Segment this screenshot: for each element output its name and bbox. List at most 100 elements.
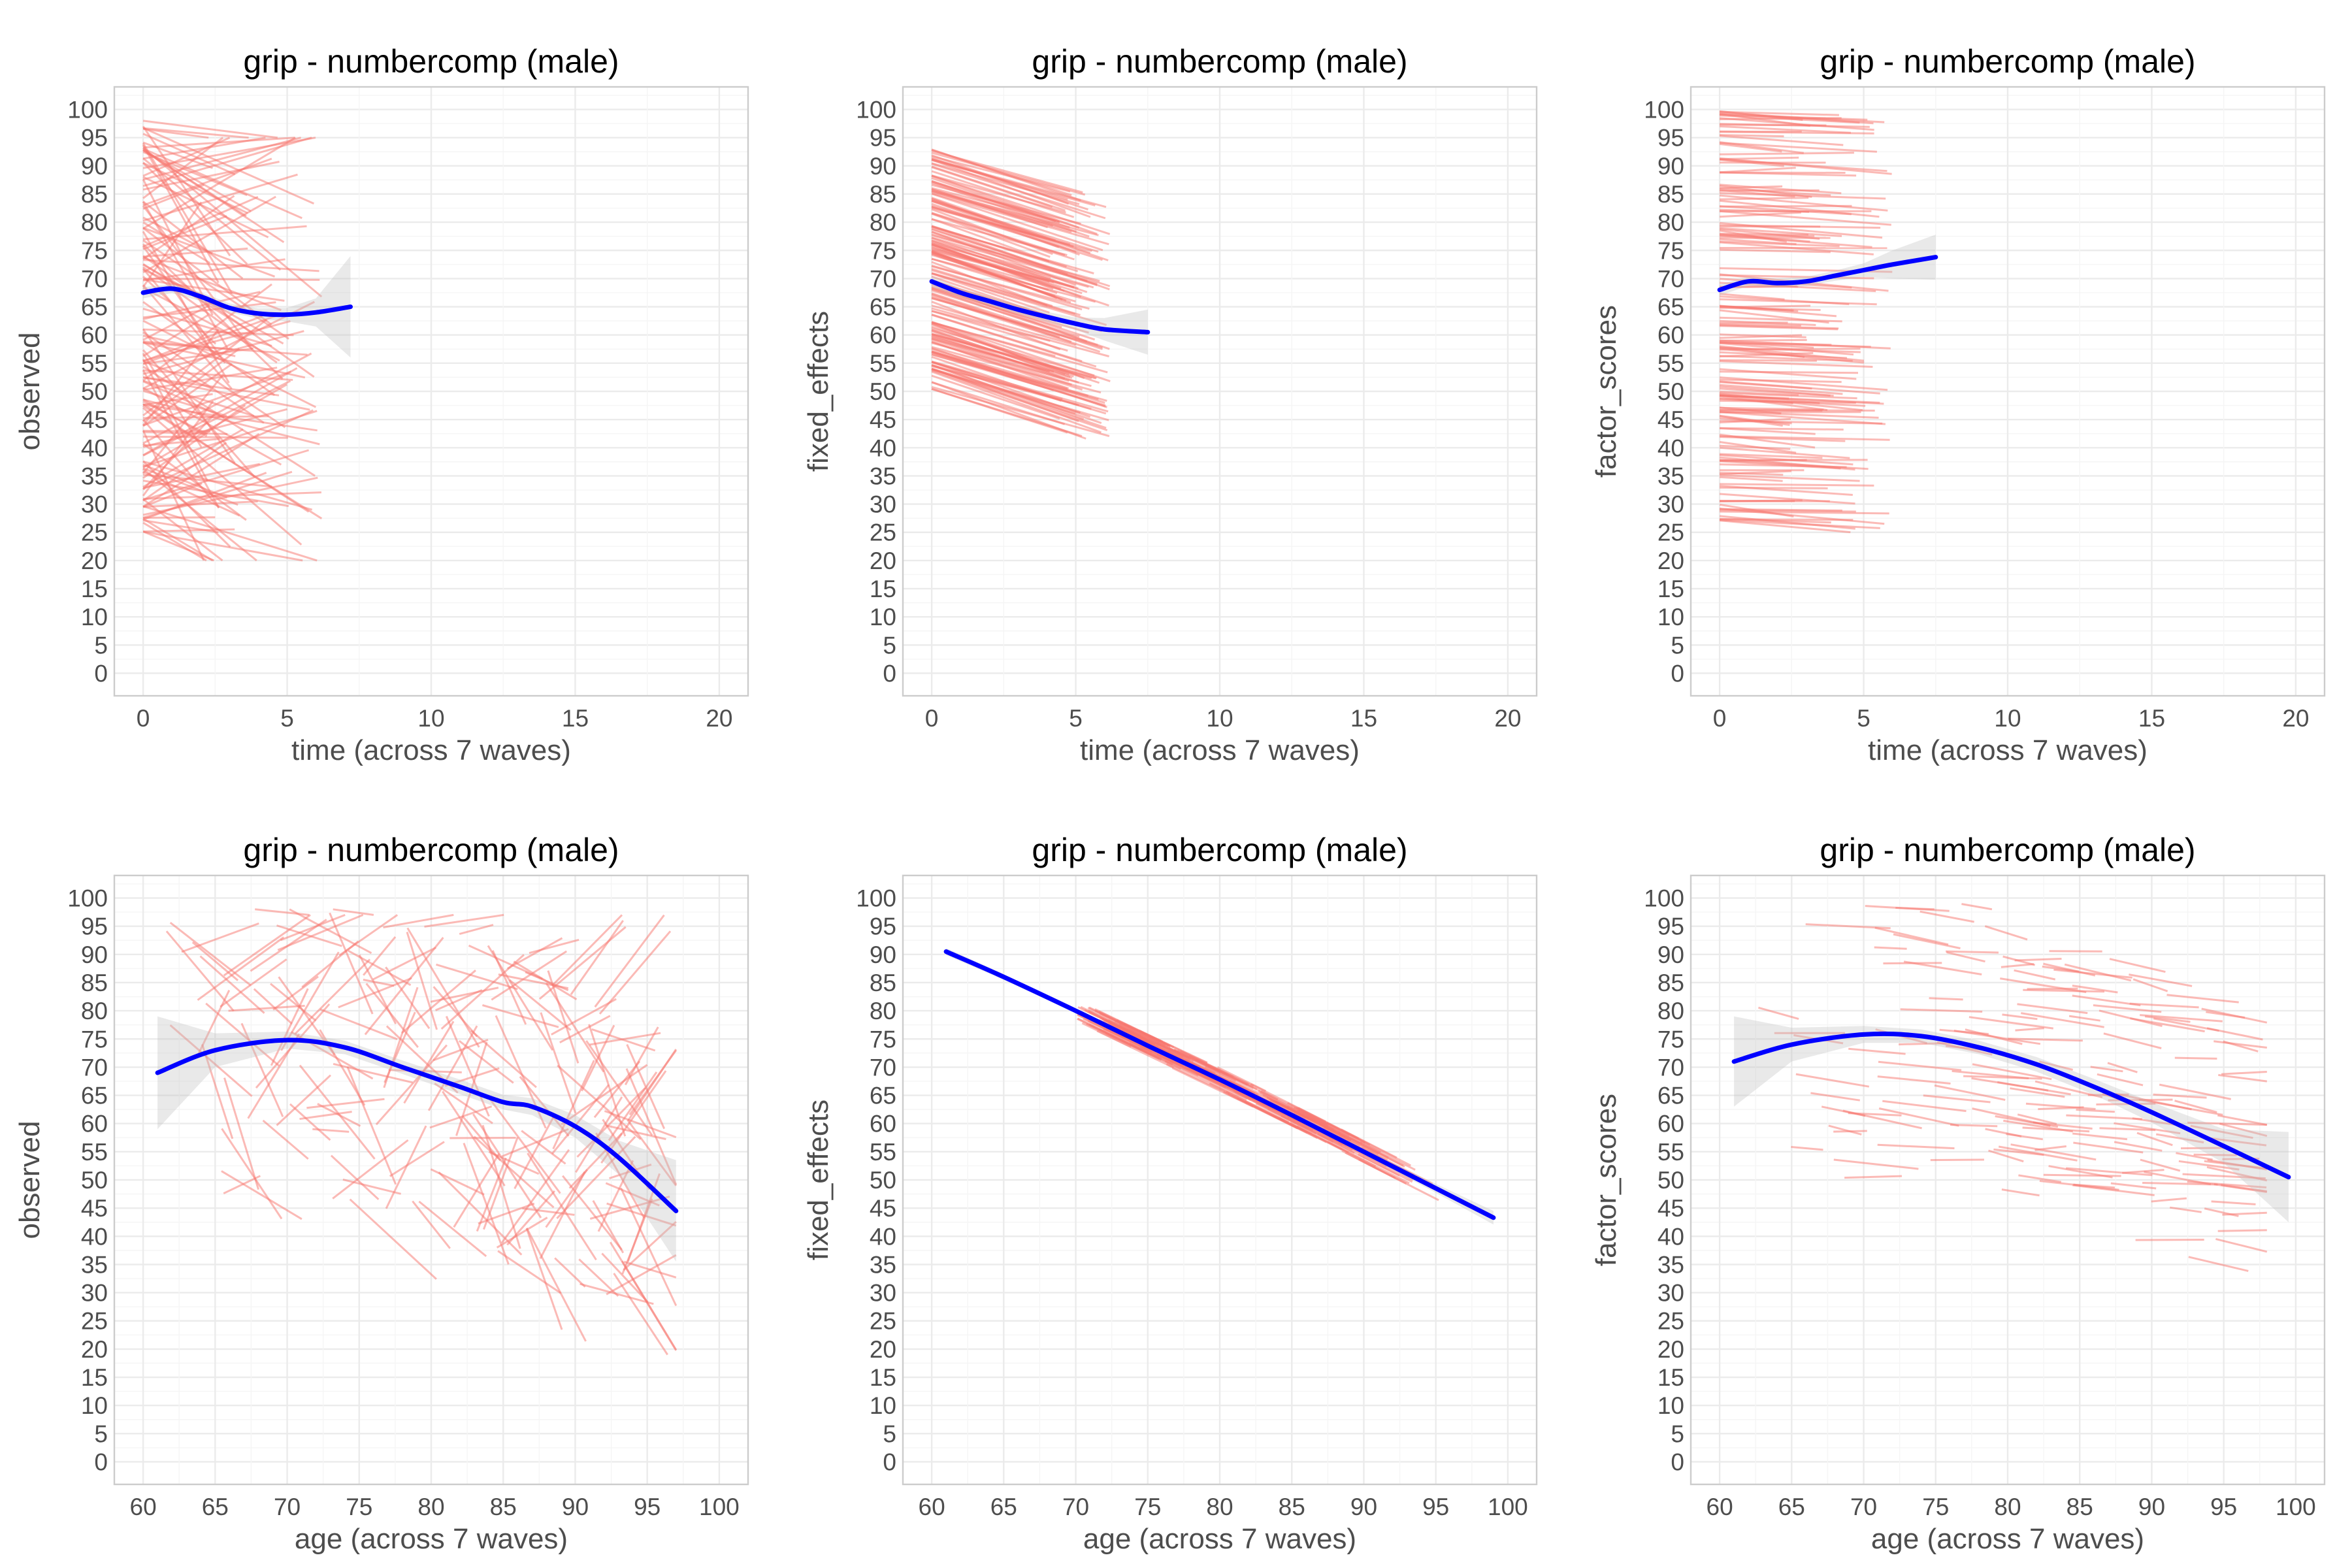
trajectory-line — [1720, 282, 1876, 293]
trajectory-line — [2015, 1027, 2044, 1032]
y-tick-label: 80 — [870, 998, 896, 1024]
y-tick-label: 35 — [81, 463, 108, 489]
y-tick-label: 50 — [1658, 1167, 1684, 1194]
trajectory-line — [1844, 1175, 1903, 1179]
y-tick-label: 85 — [1658, 970, 1684, 996]
trajectory-line — [142, 460, 313, 511]
trajectory-line — [1720, 298, 1877, 306]
y-tick-label: 60 — [870, 1111, 896, 1137]
y-tick-label: 60 — [1658, 1111, 1684, 1137]
trajectory-line — [600, 1070, 667, 1164]
trajectory-line — [142, 498, 223, 562]
x-tick-label: 75 — [346, 1494, 372, 1520]
trajectory-line — [142, 367, 278, 391]
trajectory-line — [2064, 963, 2132, 982]
trajectory-line — [540, 1012, 577, 1114]
trajectory-line — [2072, 1184, 2155, 1196]
y-tick-label: 40 — [1658, 434, 1684, 461]
smooth-line — [155, 1037, 679, 1213]
y-axis-title: fixed_effects — [802, 311, 834, 472]
trajectory-line — [1720, 409, 1823, 412]
trajectory-line — [142, 162, 248, 265]
trajectory-line — [2114, 1141, 2163, 1152]
trajectory-line — [1821, 1105, 1866, 1117]
trajectory-line — [1961, 903, 1993, 911]
trajectory-line — [253, 988, 293, 1025]
trajectory-line — [931, 208, 1053, 255]
trajectory-line — [552, 1060, 595, 1150]
trajectory-line — [1719, 368, 1857, 380]
trajectory-line — [142, 521, 207, 562]
trajectory-line — [2129, 1002, 2199, 1009]
trajectory-line — [1923, 1094, 1991, 1103]
trajectory-line — [1719, 293, 1785, 301]
trajectory-line — [375, 1044, 448, 1126]
y-tick-label: 40 — [81, 434, 108, 461]
trajectory-line — [1720, 395, 1880, 404]
y-tick-label: 5 — [883, 632, 896, 659]
trajectory-line — [931, 159, 1096, 206]
trajectory-line — [142, 201, 229, 349]
trajectory-line — [2073, 1183, 2115, 1189]
trajectory-line — [2178, 1160, 2240, 1171]
trajectory-line — [142, 221, 211, 264]
trajectory-line — [255, 1003, 331, 1089]
y-tick-label: 55 — [1658, 1139, 1684, 1166]
trajectory-line — [598, 930, 672, 1015]
y-tick-label: 35 — [81, 1251, 108, 1278]
y-tick-label: 95 — [81, 913, 108, 940]
trajectory-line — [2219, 1122, 2268, 1137]
trajectory-line — [142, 369, 220, 509]
trajectory-line — [931, 287, 1110, 350]
y-axis-title: observed — [14, 1120, 46, 1239]
trajectory-line — [142, 319, 268, 417]
trajectory-line — [142, 331, 286, 429]
trajectory-line — [931, 197, 1077, 253]
trajectory-line — [438, 1171, 523, 1256]
trajectory-line — [559, 1015, 611, 1044]
trajectory-line — [497, 1250, 562, 1294]
trajectory-line — [142, 329, 220, 427]
trajectory-line — [142, 335, 236, 357]
trajectory-line — [621, 1260, 678, 1350]
trajectory-line — [2072, 1132, 2128, 1141]
trajectory-line — [1177, 1049, 1249, 1086]
trajectory-line — [491, 950, 527, 1025]
trajectory-line — [2223, 1040, 2259, 1053]
trajectory-line — [406, 932, 438, 1030]
trajectory-line — [2090, 1066, 2123, 1073]
trajectory-line — [2025, 1102, 2096, 1110]
x-tick-label: 75 — [1134, 1494, 1161, 1520]
x-tick-label: 20 — [2282, 705, 2309, 732]
y-tick-label: 0 — [94, 1448, 108, 1475]
x-tick-label: 60 — [130, 1494, 157, 1520]
trajectory-line — [142, 414, 216, 491]
x-axis-title: age (across 7 waves) — [295, 1523, 568, 1555]
panel-2: 0510152025303540455055606570758085909510… — [802, 43, 1538, 766]
trajectory-line — [1171, 1053, 1218, 1077]
trajectory-line — [142, 157, 282, 271]
x-axis-title: age (across 7 waves) — [1871, 1523, 2144, 1555]
y-tick-label: 75 — [81, 237, 108, 264]
y-tick-label: 100 — [1644, 97, 1684, 123]
trajectory-line — [1719, 241, 1874, 255]
trajectory-line — [1720, 474, 1860, 482]
trajectory-line — [625, 1068, 678, 1185]
trajectory-line — [142, 286, 280, 362]
trajectory-line — [931, 225, 1110, 291]
trajectory-line — [931, 304, 1076, 346]
trajectory-line — [519, 1075, 570, 1137]
trajectory-line — [142, 464, 228, 498]
y-tick-label: 45 — [870, 1195, 896, 1222]
trajectory-line — [1720, 486, 1828, 489]
y-tick-label: 15 — [81, 576, 108, 602]
trajectory-line — [142, 258, 286, 282]
grid — [903, 875, 1537, 1484]
trajectory-line — [506, 937, 563, 970]
trajectory-line — [223, 1175, 261, 1195]
trajectory-line — [1217, 1066, 1267, 1092]
y-axis-title: factor_scores — [1590, 305, 1622, 478]
trajectory-line — [522, 1207, 575, 1216]
trajectory-line — [169, 1024, 253, 1098]
x-tick-label: 65 — [1778, 1494, 1805, 1520]
